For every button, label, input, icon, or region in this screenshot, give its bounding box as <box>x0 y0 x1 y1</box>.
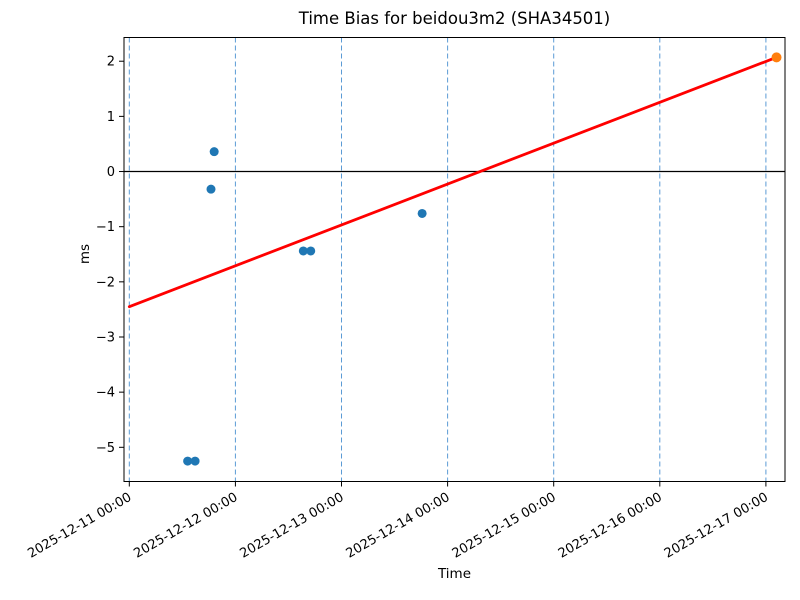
y-tick-label: 1 <box>107 110 115 125</box>
x-tick-label: 2025-12-17 00:00 <box>662 490 771 562</box>
measurements-point <box>209 147 219 157</box>
trend-line <box>127 55 778 309</box>
x-tick-label: 2025-12-11 00:00 <box>25 490 134 562</box>
chart-title: Time Bias for beidou3m2 (SHA34501) <box>298 9 611 28</box>
y-tick-label: −4 <box>96 386 115 401</box>
measurements-point <box>183 456 193 466</box>
plot-frame <box>123 37 786 482</box>
x-tick-label: 2025-12-14 00:00 <box>344 490 453 562</box>
y-tick-label: −1 <box>96 220 115 235</box>
x-tick-label: 2025-12-13 00:00 <box>238 490 347 562</box>
measurements-point <box>306 246 316 256</box>
y-tick-label: −5 <box>96 441 115 456</box>
x-tick-label: 2025-12-15 00:00 <box>450 490 559 562</box>
x-tick-label: 2025-12-16 00:00 <box>556 490 665 562</box>
y-tick-label: −2 <box>96 275 115 290</box>
x-axis-label: Time <box>437 566 472 582</box>
x-tick-label: 2025-12-12 00:00 <box>131 490 240 562</box>
y-tick-label: 0 <box>107 165 115 180</box>
y-tick-label: −3 <box>96 330 115 345</box>
y-tick-label: 2 <box>107 55 115 70</box>
measurements-point <box>190 456 200 466</box>
prediction-point <box>771 52 782 63</box>
measurements-point <box>417 208 427 218</box>
measurements-point <box>298 246 308 256</box>
measurements-point <box>206 184 216 194</box>
